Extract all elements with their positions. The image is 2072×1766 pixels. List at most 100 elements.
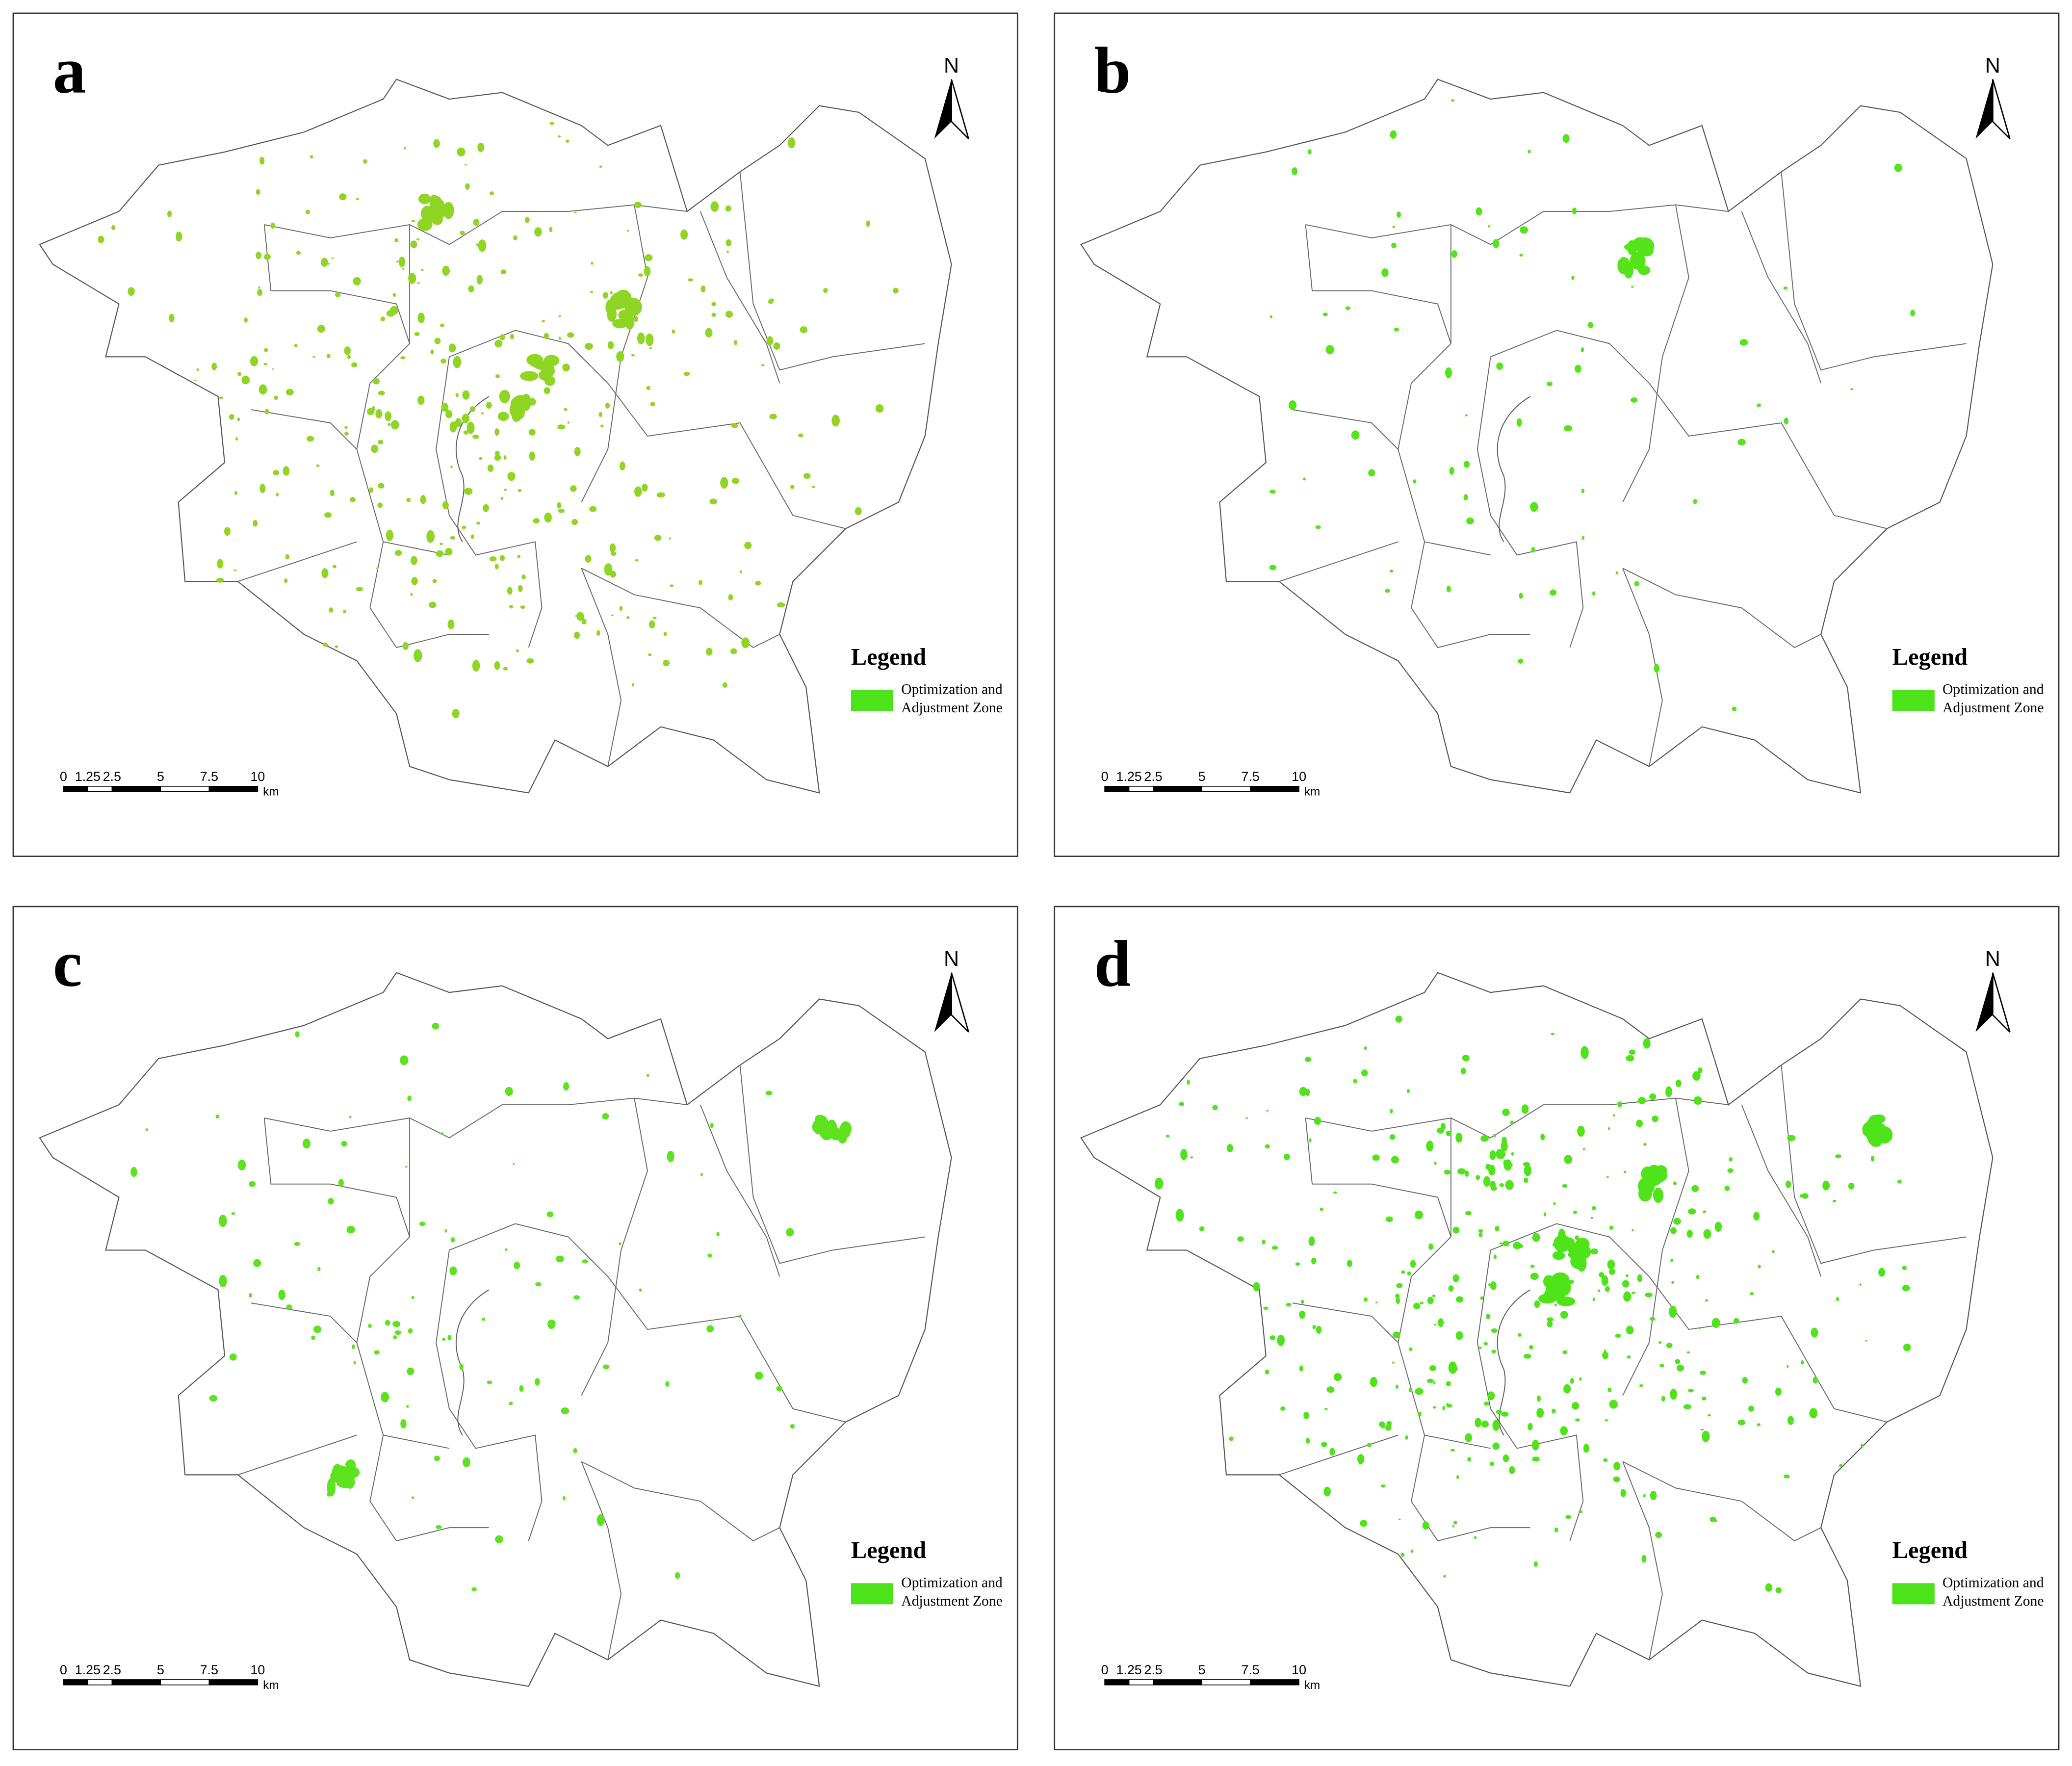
zone-patch: [494, 564, 499, 570]
zone-patch: [378, 483, 385, 489]
zone-patch: [1395, 1015, 1403, 1023]
zone-patch: [176, 231, 182, 242]
zone-patch: [1634, 581, 1639, 587]
north-label: N: [944, 947, 959, 971]
zone-patch: [509, 604, 514, 609]
zone-patch: [670, 584, 674, 587]
zone-patch: [448, 343, 456, 353]
scale-tick-label: 5: [1198, 1662, 1206, 1677]
zone-patch: [1832, 1199, 1837, 1203]
zone-patch: [1489, 1461, 1494, 1466]
zone-patch: [634, 486, 642, 497]
zone-patch: [1547, 1317, 1554, 1322]
zone-patch: [558, 509, 565, 513]
north-label: N: [1985, 947, 2000, 971]
zone-patch: [1481, 1420, 1489, 1428]
zone-patch: [455, 393, 459, 397]
zone-patch: [574, 447, 581, 456]
zone-patch: [1483, 1342, 1488, 1346]
zone-patch: [499, 555, 505, 561]
zone-patch: [476, 243, 479, 246]
zone-patch: [654, 535, 662, 541]
zone-patch: [286, 1304, 292, 1310]
zone-patch: [375, 409, 383, 418]
zone-patch: [478, 239, 487, 252]
zone-patch: [1623, 1170, 1627, 1173]
zone-patch: [440, 358, 446, 364]
zone-patch: [1385, 589, 1390, 593]
zone-patch: [1406, 1089, 1410, 1093]
district-boundary: [251, 409, 358, 450]
zone-patch: [473, 219, 480, 226]
zone-patch: [264, 348, 268, 352]
zone-patch: [1592, 591, 1596, 596]
zone-patch: [1757, 1423, 1761, 1427]
zone-patch: [1426, 1141, 1434, 1152]
zone-patch: [489, 556, 497, 562]
zone-patch: [420, 495, 426, 504]
zone-patch: [556, 1255, 565, 1263]
legend-swatch: [1892, 1583, 1935, 1605]
zone-patch: [371, 444, 379, 453]
zone-patch: [1488, 1165, 1496, 1176]
zone-patch: [1237, 1236, 1244, 1242]
zone-patch: [1426, 1378, 1434, 1383]
zone-patch: [1654, 664, 1659, 673]
zone-patch: [326, 354, 331, 358]
zone-patch: [1245, 1117, 1248, 1119]
zone-patch: [1575, 1235, 1579, 1240]
zone-patch: [1543, 1212, 1547, 1217]
zone-patch: [1463, 461, 1470, 468]
zone-patch: [562, 364, 570, 372]
zone-patch: [1860, 1444, 1864, 1447]
zone-patch: [1393, 1331, 1400, 1338]
zone-patch: [1785, 1180, 1791, 1189]
zone-patch: [259, 384, 267, 395]
scale-segment: [1153, 786, 1202, 792]
zone-patch: [1446, 585, 1451, 593]
zone-patch: [1530, 1273, 1539, 1280]
zone-patch: [461, 525, 466, 529]
zone-patch: [1495, 1225, 1500, 1231]
district-boundary: [237, 541, 357, 582]
zone-patch: [674, 1572, 680, 1579]
zone-patch: [419, 1221, 426, 1226]
district-boundary: [699, 211, 780, 384]
zone-patch: [420, 269, 424, 272]
zone-patch: [567, 332, 574, 338]
zone-patch: [1434, 1161, 1437, 1165]
zone-patch: [344, 431, 349, 436]
district-boundary: [449, 1223, 846, 1423]
district-boundary: [1622, 1461, 1663, 1660]
zone-patch: [237, 1159, 246, 1170]
zone-patch: [680, 229, 688, 240]
zone-patch: [1449, 1367, 1458, 1372]
district-boundary: [436, 357, 543, 648]
zone-patch: [1583, 1444, 1589, 1453]
zone-patch: [500, 269, 507, 274]
zone-patch: [700, 1172, 703, 1176]
scale-segment: [63, 1679, 88, 1686]
zone-patch: [1456, 1296, 1464, 1303]
zone-patch: [1400, 1553, 1405, 1557]
zone-patch: [211, 363, 217, 370]
zone-patch: [1375, 1301, 1378, 1303]
zone-patch: [722, 682, 727, 688]
zone-patch: [766, 336, 774, 346]
zone-patch: [259, 484, 266, 493]
zone-patch: [700, 285, 706, 293]
zone-patch: [1486, 1313, 1490, 1320]
zone-patch: [256, 189, 260, 195]
zone-patch: [1357, 1454, 1365, 1464]
zone-patch: [1540, 1134, 1545, 1141]
zone-patch: [1370, 1376, 1377, 1387]
zone-patch: [1691, 1185, 1699, 1192]
zone-patch: [541, 364, 555, 378]
zone-patch: [1277, 1334, 1285, 1346]
zone-patch: [1809, 1408, 1818, 1419]
legend-title: Legend: [851, 644, 927, 670]
legend-item: Optimization and: [901, 681, 1003, 697]
zone-patch: [1361, 1069, 1368, 1077]
zone-patch: [316, 464, 320, 467]
zone-patch: [1532, 1456, 1540, 1462]
